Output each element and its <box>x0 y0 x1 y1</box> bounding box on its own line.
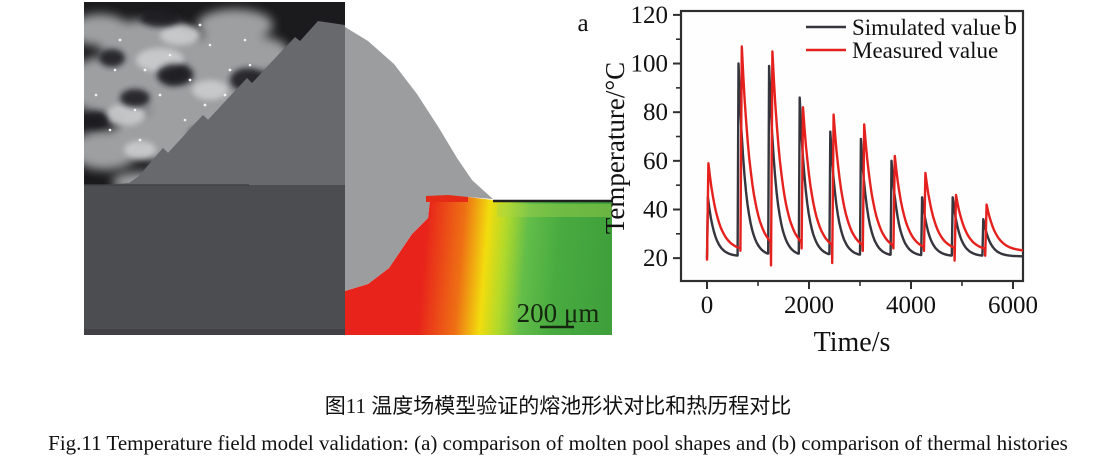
caption-english: Fig.11 Temperature field model validatio… <box>48 431 1068 455</box>
simulation-bead-silhouette <box>345 27 493 291</box>
x-axis-tick-label: 6000 <box>988 292 1038 319</box>
simulation-heat-field <box>345 197 612 335</box>
panel-a-label: a <box>577 10 588 37</box>
micrograph-substrate <box>84 185 345 335</box>
thermal-history-chart: 0 2000 4000 6000 20 40 60 80 100 120 Time/s Tempera… <box>605 2 1038 358</box>
simulation-half: 200 μm a <box>345 2 612 335</box>
scale-bar-label: 200 μm <box>517 298 600 328</box>
y-axis-tick-label: 100 <box>631 51 669 78</box>
scale-bar: 200 μm <box>517 298 600 329</box>
y-axis-tick-label: 120 <box>631 2 669 29</box>
x-axis-title: Time/s <box>814 327 891 358</box>
caption-chinese: 图11 温度场模型验证的熔池形状对比和热历程对比 <box>324 394 792 418</box>
panel-a-molten-pool-comparison: 200 μm a <box>84 2 612 335</box>
legend-label: Measured value <box>852 38 998 63</box>
x-axis-tick-label: 2000 <box>784 292 834 319</box>
y-axis-tick-label: 20 <box>643 245 668 272</box>
simulation-molten-pool-crown <box>426 195 468 202</box>
y-axis-tick-label: 80 <box>643 99 668 126</box>
legend-label: Simulated value <box>852 15 1001 40</box>
panel-b-label: b <box>1004 11 1017 40</box>
y-axis-tick-label: 60 <box>643 148 668 175</box>
measured-value-series <box>705 45 1023 267</box>
y-axis-tick-label: 40 <box>643 196 668 223</box>
x-axis-tick-label: 0 <box>701 292 714 319</box>
micrograph-half <box>84 2 345 335</box>
y-axis-title: Temperature/°C <box>605 62 630 234</box>
x-axis-tick-label: 4000 <box>886 292 936 319</box>
